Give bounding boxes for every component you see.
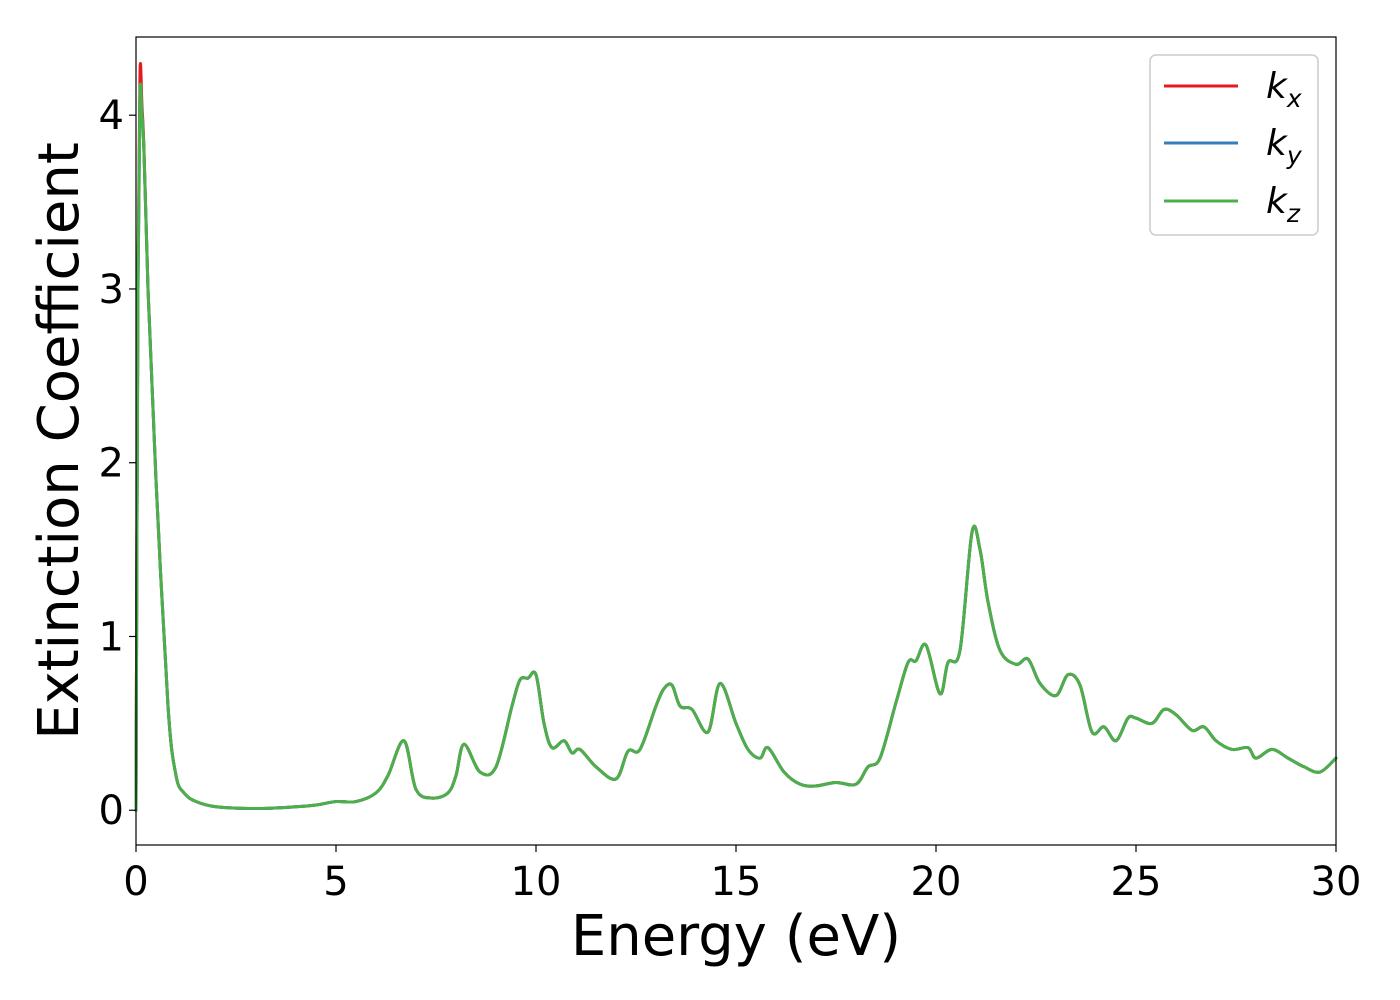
legend-box xyxy=(1149,54,1319,236)
x-tick-label: 25 xyxy=(1111,859,1162,905)
y-axis-ticks: 0 1 2 3 4 xyxy=(99,93,136,834)
y-axis-title: Extinction Coefficient xyxy=(27,142,92,740)
y-tick-label: 3 xyxy=(99,267,124,313)
y-tick-label: 1 xyxy=(99,614,124,660)
series-line-kz xyxy=(134,82,1338,812)
y-tick-label: 2 xyxy=(99,441,124,487)
series-layer xyxy=(134,62,1338,812)
y-tick-label: 4 xyxy=(99,93,124,139)
x-tick-label: 30 xyxy=(1311,859,1362,905)
legend-label-ky: ky xyxy=(1266,123,1303,170)
x-axis-ticks: 0 5 10 15 20 25 30 xyxy=(123,845,1361,905)
x-tick-label: 0 xyxy=(123,859,148,905)
x-tick-label: 5 xyxy=(323,859,348,905)
x-axis-title: Energy (eV) xyxy=(571,904,901,969)
x-tick-label: 15 xyxy=(711,859,762,905)
x-tick-label: 20 xyxy=(911,859,962,905)
x-tick-label: 10 xyxy=(511,859,562,905)
legend-label-kx: kx xyxy=(1266,66,1302,113)
legend-label-kz: kz xyxy=(1266,181,1301,228)
y-tick-label: 0 xyxy=(99,788,124,834)
legend: kx ky kz xyxy=(1149,54,1319,236)
